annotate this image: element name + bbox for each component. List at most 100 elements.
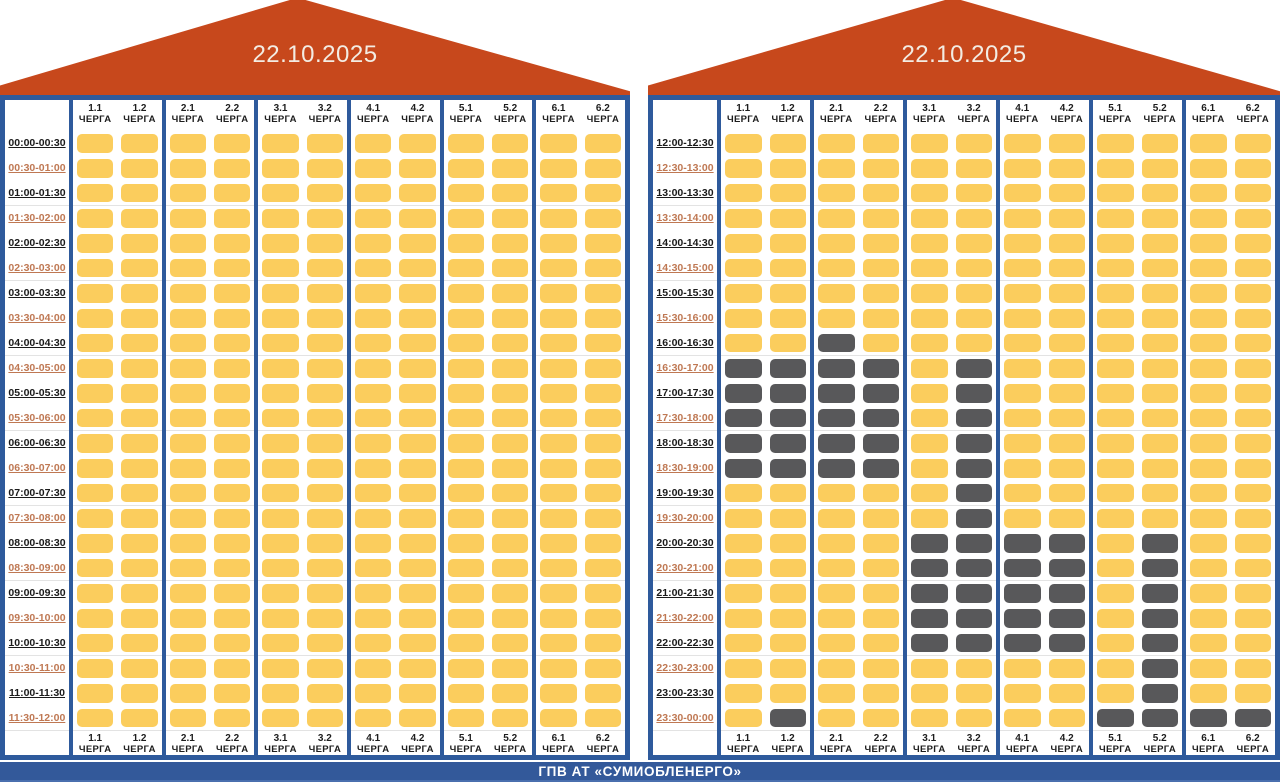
table-row	[721, 206, 810, 231]
time-label[interactable]: 10:30-11:00	[8, 662, 66, 674]
schedule-cell-on	[399, 234, 436, 253]
schedule-cell-on	[1234, 534, 1271, 553]
schedule-cell-on	[492, 509, 529, 528]
time-label[interactable]: 11:30-12:00	[5, 706, 69, 731]
schedule-cell-on	[121, 409, 158, 427]
schedule-cell-off	[862, 384, 899, 403]
time-label[interactable]: 04:00-04:30	[5, 331, 69, 356]
column-number: 5.1	[458, 103, 473, 114]
time-label[interactable]: 10:00-10:30	[5, 631, 69, 656]
time-column: 00:00-00:30 00:30-01:00 01:00-01:30 01:30-0…	[5, 100, 69, 755]
schedule-cell-on	[540, 134, 577, 153]
schedule-cell-on	[262, 534, 299, 553]
table-row	[258, 606, 347, 631]
schedule-cell-on	[77, 534, 114, 553]
time-label[interactable]: 23:00-23:30	[656, 687, 714, 699]
time-label[interactable]: 09:30-10:00	[8, 612, 66, 624]
schedule-cell-on	[77, 634, 114, 652]
time-label[interactable]: 15:30-16:00	[656, 312, 714, 324]
table-row	[1000, 406, 1089, 431]
time-label[interactable]: 08:00-08:30	[8, 537, 66, 549]
time-label[interactable]: 19:30-20:00	[656, 512, 714, 524]
time-label[interactable]: 06:30-07:00	[8, 462, 66, 474]
table-row	[166, 231, 255, 256]
schedule-cell-on	[447, 584, 485, 603]
table-row	[443, 556, 533, 581]
schedule-cell-on	[169, 334, 207, 352]
schedule-cell-off	[1048, 634, 1085, 652]
time-label[interactable]: 00:00-00:30	[8, 137, 66, 149]
schedule-cell-on	[911, 459, 948, 478]
schedule-cell-on	[769, 334, 806, 352]
schedule-cell-on	[725, 284, 762, 303]
time-label[interactable]: 22:00-22:30	[653, 631, 717, 656]
time-label[interactable]: 04:30-05:00	[8, 362, 66, 374]
time-label[interactable]: 14:00-14:30	[656, 237, 714, 249]
time-label[interactable]: 17:30-18:00	[653, 406, 717, 431]
schedule-cell-on	[77, 134, 114, 153]
time-label[interactable]: 11:00-11:30	[8, 687, 66, 699]
schedule-cell-off	[1141, 609, 1178, 628]
schedule-cell-on	[121, 559, 158, 577]
schedule-cell-on	[1190, 659, 1227, 678]
time-label[interactable]: 13:30-14:00	[656, 212, 714, 224]
table-row	[258, 206, 347, 231]
time-label[interactable]: 20:30-21:00	[653, 556, 717, 581]
time-label[interactable]: 13:00-13:30	[653, 181, 717, 206]
schedule-cell-on	[725, 584, 762, 603]
table-row	[444, 581, 533, 606]
time-label[interactable]: 22:30-23:00	[656, 662, 714, 674]
column-number: 3.1	[273, 733, 288, 744]
schedule-cell-on	[584, 259, 622, 277]
schedule-cell-on	[447, 184, 485, 202]
time-label[interactable]: 18:00-18:30	[656, 437, 714, 449]
table-row	[258, 281, 347, 306]
schedule-cell-on	[955, 709, 992, 727]
time-label[interactable]: 05:00-05:30	[8, 387, 66, 399]
column-number: 6.2	[1245, 733, 1260, 744]
time-label[interactable]: 03:00-03:30	[8, 287, 66, 299]
table-row	[721, 181, 810, 206]
schedule-cell-on	[1234, 484, 1271, 502]
schedule-cell-on	[1004, 484, 1041, 502]
time-label[interactable]: 02:30-03:00	[5, 256, 69, 281]
schedule-cell-on	[306, 184, 344, 202]
table-row	[536, 356, 625, 381]
table-row	[351, 431, 440, 456]
time-label[interactable]: 16:00-16:30	[653, 331, 717, 356]
time-label[interactable]: 21:00-21:30	[656, 587, 714, 599]
time-label[interactable]: 03:30-04:00	[8, 312, 66, 324]
schedule-cell-on	[214, 209, 251, 228]
time-label[interactable]: 12:00-12:30	[656, 137, 714, 149]
column-number: 3.2	[317, 103, 332, 114]
time-label[interactable]: 19:00-19:30	[653, 481, 717, 506]
schedule-cell-on	[447, 334, 485, 352]
time-label[interactable]: 06:00-06:30	[8, 437, 66, 449]
time-label[interactable]: 02:00-02:30	[8, 237, 66, 249]
time-label[interactable]: 05:30-06:00	[5, 406, 69, 431]
time-label[interactable]: 01:00-01:30	[5, 181, 69, 206]
time-label[interactable]: 07:30-08:00	[8, 512, 66, 524]
time-label[interactable]: 08:30-09:00	[5, 556, 69, 581]
time-label[interactable]: 16:30-17:00	[656, 362, 714, 374]
time-label[interactable]: 01:30-02:00	[8, 212, 66, 224]
time-label[interactable]: 00:30-01:00	[8, 162, 66, 174]
time-label[interactable]: 09:00-09:30	[8, 587, 66, 599]
table-row	[1186, 431, 1275, 456]
schedule-cell-on	[306, 409, 344, 427]
time-label[interactable]: 21:30-22:00	[656, 612, 714, 624]
time-label[interactable]: 18:30-19:00	[656, 462, 714, 474]
schedule-cell-on	[214, 259, 251, 277]
time-label[interactable]: 17:00-17:30	[656, 387, 714, 399]
schedule-cell-on	[725, 609, 762, 628]
time-label[interactable]: 23:30-00:00	[653, 706, 717, 731]
schedule-cell-on	[1097, 484, 1134, 502]
time-label[interactable]: 15:00-15:30	[656, 287, 714, 299]
schedule-cell-on	[540, 709, 577, 727]
time-label[interactable]: 12:30-13:00	[656, 162, 714, 174]
schedule-cell-on	[262, 709, 299, 727]
time-label[interactable]: 07:00-07:30	[5, 481, 69, 506]
time-label[interactable]: 20:00-20:30	[656, 537, 714, 549]
table-row	[444, 381, 533, 406]
time-label[interactable]: 14:30-15:00	[653, 256, 717, 281]
